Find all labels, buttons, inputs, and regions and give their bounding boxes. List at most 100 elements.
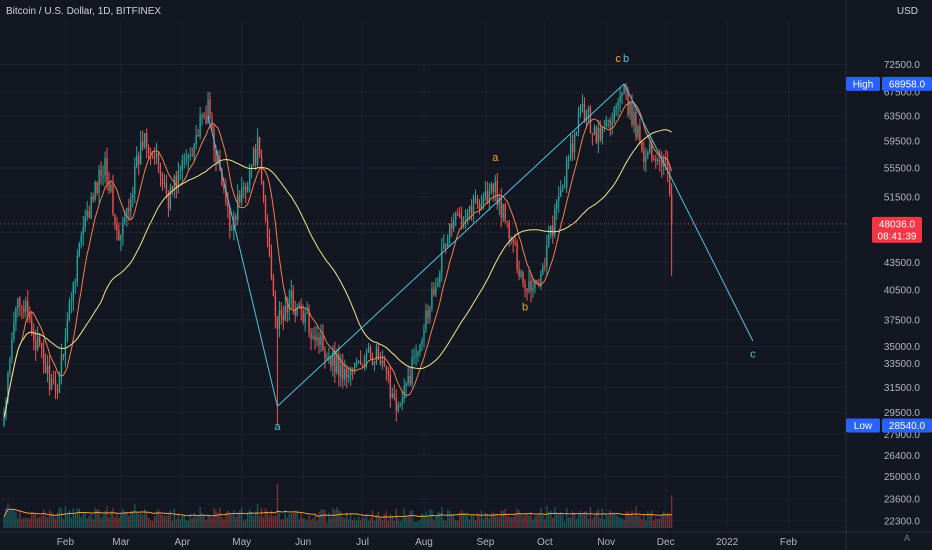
volume-bar — [320, 509, 322, 528]
candle-body — [631, 101, 633, 125]
volume-bar — [66, 513, 69, 528]
candle-body — [565, 160, 568, 188]
candle-body — [361, 364, 364, 366]
volume-bar — [435, 516, 437, 528]
candle-body — [52, 378, 55, 380]
price-tick-label: 33500.0 — [884, 359, 921, 370]
symbol-title[interactable]: Bitcoin / U.S. Dollar, 1D, BITFINEX — [6, 6, 162, 17]
candle-body — [571, 143, 574, 153]
candle-body — [338, 355, 340, 377]
volume-bar — [108, 517, 110, 528]
volume-bar — [561, 514, 564, 528]
volume-bar — [488, 518, 491, 528]
candle-body — [512, 238, 514, 243]
candle-body — [639, 125, 641, 143]
candle-body — [554, 209, 556, 236]
candle-body — [308, 311, 310, 333]
volume-bar — [68, 510, 71, 528]
candle-body — [405, 383, 407, 387]
volume-bar — [118, 517, 120, 528]
candle-body — [29, 313, 31, 320]
candle-body — [524, 283, 526, 289]
candle-body — [641, 142, 643, 152]
volume-bar — [411, 510, 413, 528]
volume-bar — [595, 511, 598, 528]
volume-bar — [58, 506, 61, 528]
candle-body — [66, 320, 69, 339]
volume-bar — [490, 512, 493, 528]
volume-bar — [427, 517, 429, 528]
volume-bar — [609, 510, 611, 528]
candle-body — [593, 126, 596, 135]
candle-body — [480, 204, 483, 210]
candle-body — [449, 223, 451, 239]
candle-body — [558, 196, 560, 202]
volume-bar — [72, 508, 75, 528]
volume-bar — [44, 516, 47, 528]
volume-bar — [498, 516, 500, 528]
volume-bar — [163, 515, 166, 528]
candle-body — [58, 374, 61, 393]
volume-bar — [233, 510, 235, 528]
candle-body — [359, 360, 362, 365]
volume-bar — [21, 518, 23, 528]
volume-bar — [379, 517, 382, 528]
candle-body — [185, 158, 187, 160]
volume-bar — [213, 507, 215, 528]
volume-bar — [520, 514, 522, 528]
volume-bar — [346, 512, 348, 528]
volume-bar — [272, 516, 275, 528]
volume-bar — [365, 515, 368, 528]
time-axis[interactable]: Feb Mar Apr May Jun Jul Aug Sep Oct Nov Dec 2022 Feb — [57, 537, 798, 548]
volume-bar — [375, 514, 378, 528]
candle-body — [167, 193, 170, 209]
candle-body — [486, 191, 489, 203]
candle-body — [663, 157, 665, 167]
volume-bar — [536, 515, 538, 528]
volume-bar — [304, 518, 306, 528]
candle-body — [342, 364, 344, 380]
candle-body — [451, 223, 453, 229]
candle-body — [502, 204, 504, 218]
candle-body — [290, 290, 292, 299]
volume-bar — [300, 513, 302, 528]
candle-body — [375, 347, 378, 363]
volume-bar — [349, 514, 352, 528]
wave-line[interactable] — [207, 115, 278, 407]
volume-bar — [76, 508, 78, 528]
currency-selector[interactable]: USD — [896, 6, 918, 17]
volume-bar — [664, 514, 667, 528]
wave-line[interactable] — [277, 83, 625, 407]
volume-bar — [458, 512, 461, 528]
volume-bar — [550, 510, 552, 528]
volume-bar — [395, 508, 397, 528]
candle-body — [143, 133, 146, 147]
candle-body — [68, 301, 71, 321]
volume-bar — [451, 513, 453, 528]
candle-body — [484, 191, 487, 200]
volume-bars — [3, 483, 673, 528]
candle-body — [377, 347, 380, 360]
volume-bar — [54, 518, 57, 528]
candle-body — [46, 365, 49, 374]
candle-body — [466, 211, 469, 221]
volume-bar — [540, 508, 542, 528]
volume-bar — [486, 513, 489, 528]
candle-body — [355, 360, 358, 364]
candle-body — [141, 141, 144, 147]
candle-body — [159, 171, 162, 178]
volume-bar — [514, 513, 516, 528]
volume-bar — [197, 515, 199, 528]
volume-bar — [7, 503, 9, 528]
candle-body — [504, 204, 506, 221]
volume-bar — [480, 510, 483, 528]
volume-bar — [348, 519, 350, 528]
volume-bar — [421, 513, 423, 528]
tag-label: Low — [854, 421, 873, 432]
price-axis[interactable]: 72500.0 67500.0 63500.0 59500.0 55500.0 51500… — [884, 60, 921, 527]
candle-body — [163, 183, 166, 185]
wave-line[interactable] — [623, 83, 754, 342]
tag-label-bg — [846, 76, 880, 91]
